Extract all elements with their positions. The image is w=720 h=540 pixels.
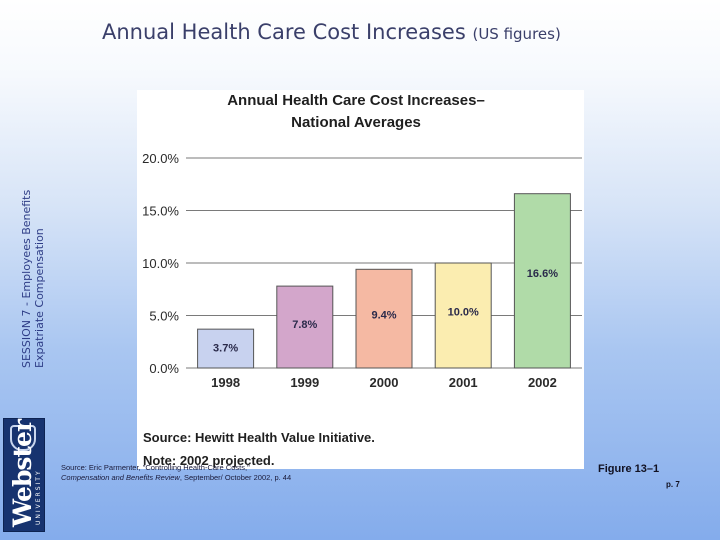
y-tick-label: 5.0% [149,309,179,324]
logo-subtitle: UNIVERSITY [35,469,42,525]
bar-value-label: 9.4% [371,310,396,322]
chart-title-line1: Annual Health Care Cost Increases– [227,92,485,109]
source-details: , September/ October 2002, p. 44 [179,473,292,482]
chart-bars: 3.7% 1998 7.8% 1999 9.4% 2000 10.0% 2001 16.6% 20… [197,193,571,390]
slide-title-suffix: (US figures) [472,25,561,43]
chart-source-note: Source: Hewitt Health Value Initiative. [143,430,375,445]
x-tick-label: 2002 [528,375,557,390]
bar-value-label: 16.6% [527,268,558,280]
session-label-line2: Expatriate Compensation [33,228,46,368]
chart-projection-note: Note: 2002 projected. [143,453,275,468]
bar-chart: Annual Health Care Cost Increases– Natio… [142,92,582,468]
source-citation: Source: Eric Parmenter, "Controlling Hea… [61,463,291,483]
bar [276,285,334,369]
source-line1: Source: Eric Parmenter, "Controlling Hea… [61,463,250,472]
y-tick-label: 0.0% [149,361,179,376]
bar [434,262,492,369]
x-tick-label: 2000 [370,375,399,390]
chart-panel: Annual Health Care Cost Increases– Natio… [137,90,584,469]
slide-title-main: Annual Health Care Cost Increases [102,20,466,44]
bar-value-label: 3.7% [213,343,238,355]
webster-university-logo: Webster UNIVERSITY [3,418,45,532]
x-tick-label: 1998 [211,375,240,390]
bar [513,193,571,369]
bar [355,268,413,369]
chart-title-line2: National Averages [291,114,421,131]
page-number: p. 7 [666,480,680,489]
logo-name: Webster [8,419,37,527]
bar-value-label: 10.0% [448,306,479,318]
y-tick-label: 15.0% [142,204,179,219]
source-journal: Compensation and Benefits Review [61,473,180,482]
source-line2: Compensation and Benefits Review, Septem… [61,473,291,483]
y-tick-label: 20.0% [142,151,179,166]
x-tick-label: 1999 [290,375,319,390]
slide-title: Annual Health Care Cost Increases (US fi… [102,20,561,44]
y-tick-label: 10.0% [142,256,179,271]
session-label-line1: SESSION 7 - Employees Benefits [20,189,33,368]
shield-icon [10,425,36,451]
bar [197,328,255,369]
bar-value-label: 7.8% [292,319,317,331]
x-tick-label: 2001 [449,375,478,390]
session-side-label: SESSION 7 - Employees Benefits Expatriat… [20,190,46,368]
figure-label: Figure 13–1 [598,463,660,475]
